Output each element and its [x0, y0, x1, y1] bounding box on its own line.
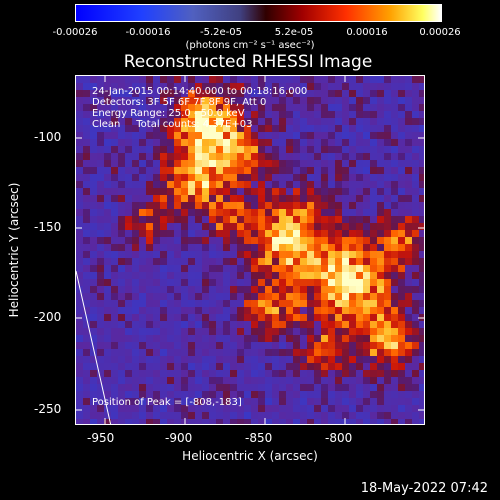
generation-date: 18-May-2022 07:42 — [360, 481, 488, 496]
time-range-text: 24-Jan-2015 00:14:40.000 to 00:18:16.000 — [92, 86, 308, 97]
y-tick-label: -100 — [34, 130, 62, 144]
y-tick-label: -200 — [34, 310, 62, 324]
colorbar-tick: -5.2e-05 — [200, 27, 242, 38]
x-tick-label: -950 — [87, 431, 115, 445]
detectors-text: Detectors: 3F 5F 6F 7F 8F 9F, Att 0 — [92, 97, 267, 108]
energy-range-text: Energy Range: 25.0 - 50.0 keV — [92, 108, 245, 119]
colorbar-tick: -0.00016 — [125, 27, 171, 38]
solar-image — [75, 75, 425, 425]
x-axis-label: Heliocentric X (arcsec) — [182, 449, 318, 463]
y-axis-label: Heliocentric Y (arcsec) — [7, 182, 21, 318]
image-title: Reconstructed RHESSI Image — [123, 52, 373, 72]
colorbar — [75, 4, 442, 22]
colorbar-units: (photons cm⁻² s⁻¹ asec⁻²) — [185, 40, 315, 51]
x-tick-label: -850 — [245, 431, 273, 445]
colorbar-tick: -0.00026 — [52, 27, 98, 38]
peak-position-text: Position of Peak = [-808,-183] — [92, 397, 242, 408]
heatmap-canvas — [76, 76, 424, 424]
colorbar-tick: 0.00026 — [419, 27, 461, 38]
clean-counts-text: Clean Total counts: 4.37E+03 — [92, 119, 253, 130]
colorbar-tick: 0.00016 — [346, 27, 388, 38]
colorbar-tick: 5.2e-05 — [274, 27, 314, 38]
solar-limb-line — [76, 270, 112, 424]
x-tick-label: -900 — [165, 431, 193, 445]
x-tick-label: -800 — [325, 431, 353, 445]
y-tick-label: -150 — [34, 220, 62, 234]
y-tick-label: -250 — [34, 402, 62, 416]
